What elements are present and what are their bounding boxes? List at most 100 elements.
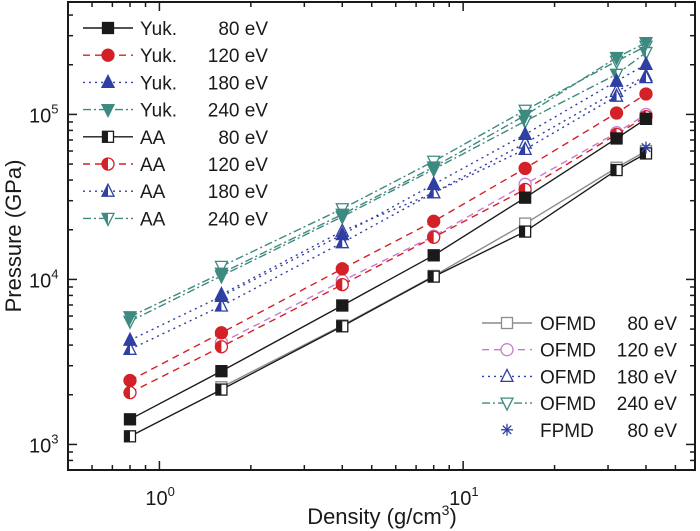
data-point (638, 37, 654, 52)
data-point (518, 225, 532, 238)
series-yuk-120ev (123, 87, 653, 388)
legend-marker (501, 423, 513, 436)
tick-labels: 100 101 103 104 105 (29, 101, 479, 510)
data-point (214, 260, 229, 275)
series-fpmd-80ev (639, 141, 652, 154)
data-point (123, 373, 137, 388)
legend-label-name: AA (140, 128, 166, 149)
legend-label-name: Yuk. (140, 19, 177, 40)
x-tick-label: 100 (145, 484, 174, 510)
legend-item: OFMD 120 eV (482, 341, 677, 362)
data-point (123, 430, 137, 443)
legend-marker (101, 130, 115, 143)
data-point (610, 163, 623, 177)
legend-item: Yuk. 180 eV (83, 73, 268, 94)
data-point (335, 262, 349, 276)
legend-label-name: OFMD (540, 394, 596, 415)
legend-label-energy: 120 eV (208, 155, 269, 176)
plot-frame (67, 1, 696, 471)
legend-item: OFMD 80 eV (482, 314, 677, 335)
legend-item: AA 80 eV (83, 128, 268, 149)
data-point (518, 191, 532, 204)
data-point (214, 326, 229, 340)
x-axis-title: Density (g/cm3) (307, 502, 457, 529)
legend-label-name: AA (140, 182, 166, 203)
legend-marker (101, 21, 115, 35)
legend-item: Yuk. 120 eV (83, 46, 268, 67)
y-axis-title: Pressure (GPa) (1, 160, 26, 313)
legend-label-energy: 120 eV (617, 341, 678, 362)
series-yuk-240ev (122, 37, 654, 326)
data-point (123, 385, 137, 400)
data-point (214, 297, 229, 312)
data-point (518, 125, 533, 141)
data-point (609, 72, 624, 87)
data-point (426, 175, 441, 190)
series-yuk-80ev (123, 112, 653, 426)
legend-marker (100, 212, 116, 227)
series-yuk-180ev (122, 55, 654, 346)
series-aa-180ev (122, 69, 654, 355)
series-aa-80ev (123, 147, 653, 443)
legend-item: AA 180 eV (83, 182, 268, 203)
data-point (639, 112, 653, 125)
legend-item: OFMD 240 eV (482, 394, 677, 415)
data-point (214, 267, 229, 282)
ticks-layer (67, 2, 695, 471)
legend-label-name: Yuk. (140, 46, 177, 67)
legend-label-name: OFMD (540, 367, 596, 388)
data-point (638, 55, 654, 71)
legend-label-energy: 120 eV (208, 46, 269, 67)
legend-marker (101, 157, 115, 171)
legend-label-energy: 80 eV (627, 421, 677, 442)
legend-marker (500, 343, 514, 357)
data-point (215, 383, 228, 396)
legend-label-energy: 240 eV (617, 394, 678, 415)
plot-area (67, 1, 696, 471)
legend-label-energy: 80 eV (218, 128, 268, 149)
data-point (335, 226, 350, 241)
y-tick-label: 105 (29, 101, 58, 127)
legend-marker (100, 182, 116, 197)
data-point (609, 106, 624, 120)
legend-label-energy: 180 eV (208, 73, 269, 94)
legend-label-name: OFMD (540, 341, 596, 362)
legend-label-energy: 180 eV (617, 367, 678, 388)
legend-label-energy: 180 eV (208, 182, 269, 203)
data-point (335, 208, 350, 223)
legend-label-name: Yuk. (140, 73, 177, 94)
legend-marker (500, 316, 514, 330)
legend-label-energy: 240 eV (208, 101, 269, 122)
legend-marker (100, 103, 116, 119)
data-point (123, 413, 137, 426)
data-point (427, 214, 441, 228)
legend-item: AA 240 eV (83, 209, 268, 230)
y-tick-label: 104 (29, 266, 58, 292)
legend-item: OFMD 180 eV (482, 367, 677, 388)
data-point (639, 141, 652, 154)
data-point (426, 184, 441, 199)
legend-label-name: OFMD (540, 314, 596, 335)
data-point (609, 51, 624, 67)
data-point (609, 87, 624, 102)
data-point (639, 87, 653, 101)
data-point (336, 299, 349, 312)
legend-label-name: Yuk. (140, 101, 177, 122)
legend-marker (499, 397, 515, 412)
legend-label-energy: 240 eV (208, 209, 269, 230)
data-point (427, 270, 440, 283)
data-point (427, 230, 441, 244)
legend-marker (100, 73, 116, 89)
data-point (214, 340, 229, 354)
y-tick-label: 103 (29, 431, 58, 457)
data-point (122, 340, 138, 355)
legend-marker (499, 367, 515, 383)
legend-item: Yuk. 240 eV (83, 101, 268, 122)
data-point (336, 320, 349, 333)
data-point (518, 140, 533, 156)
data-point (427, 249, 440, 262)
data-point (215, 365, 228, 378)
legend-label-energy: 80 eV (627, 314, 677, 335)
